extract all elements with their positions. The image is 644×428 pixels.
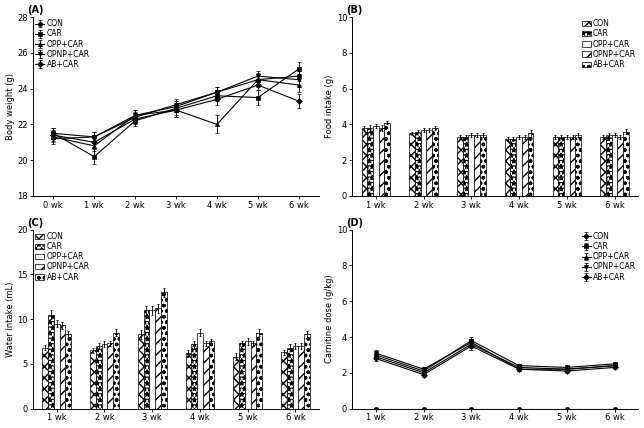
Bar xyxy=(600,137,606,196)
Bar xyxy=(432,128,438,196)
Bar xyxy=(457,137,463,196)
Bar xyxy=(379,128,384,196)
Bar xyxy=(149,310,155,409)
Bar xyxy=(54,324,59,409)
Bar xyxy=(463,137,468,196)
Bar xyxy=(553,137,558,196)
Bar xyxy=(102,344,108,409)
Bar xyxy=(511,139,516,196)
Bar xyxy=(138,334,144,409)
Bar xyxy=(203,343,209,409)
Bar xyxy=(480,135,486,196)
Text: (D): (D) xyxy=(346,218,363,228)
Bar xyxy=(516,137,522,196)
Bar xyxy=(144,310,149,409)
Bar xyxy=(505,139,511,196)
Text: (C): (C) xyxy=(27,218,43,228)
Bar xyxy=(522,137,527,196)
Bar xyxy=(245,342,251,409)
Bar xyxy=(108,343,113,409)
Bar xyxy=(623,131,629,196)
Legend: CON, CAR, OPP+CAR, OPNP+CAR, AB+CAR: CON, CAR, OPP+CAR, OPNP+CAR, AB+CAR xyxy=(34,18,90,70)
Y-axis label: Water intake (mL): Water intake (mL) xyxy=(6,282,15,357)
Bar xyxy=(384,122,390,196)
Y-axis label: Carnitine dose (g/kg): Carnitine dose (g/kg) xyxy=(325,275,334,363)
Bar xyxy=(239,343,245,409)
Bar xyxy=(606,135,612,196)
Legend: CON, CAR, OPP+CAR, OPNP+CAR, AB+CAR: CON, CAR, OPP+CAR, OPNP+CAR, AB+CAR xyxy=(34,231,90,282)
Bar xyxy=(421,130,426,196)
Bar xyxy=(48,315,54,409)
Y-axis label: Body weight (g): Body weight (g) xyxy=(6,73,15,140)
Bar xyxy=(113,333,118,409)
Bar xyxy=(474,135,480,196)
Bar xyxy=(527,134,533,196)
Bar xyxy=(304,334,310,409)
Bar xyxy=(161,292,167,409)
Bar xyxy=(367,128,373,196)
Text: (B): (B) xyxy=(346,5,363,15)
Bar xyxy=(90,351,96,409)
Bar xyxy=(298,346,304,409)
Bar xyxy=(410,134,415,196)
Text: (A): (A) xyxy=(27,5,44,15)
Bar xyxy=(209,342,214,409)
Bar xyxy=(256,333,262,409)
Bar xyxy=(197,333,203,409)
Bar xyxy=(612,135,618,196)
Bar xyxy=(155,309,161,409)
Bar xyxy=(570,137,576,196)
Bar xyxy=(96,346,102,409)
Bar xyxy=(43,348,48,409)
Bar xyxy=(292,346,298,409)
Bar xyxy=(415,131,421,196)
Bar xyxy=(576,135,581,196)
Y-axis label: Food intake (g): Food intake (g) xyxy=(325,75,334,138)
Bar xyxy=(191,344,197,409)
Bar xyxy=(373,126,379,196)
Bar xyxy=(281,352,287,409)
Bar xyxy=(558,137,564,196)
Bar xyxy=(287,348,292,409)
Bar xyxy=(65,334,71,409)
Bar xyxy=(233,357,239,409)
Bar xyxy=(618,137,623,196)
Bar xyxy=(564,137,570,196)
Legend: CON, CAR, OPP+CAR, OPNP+CAR, AB+CAR: CON, CAR, OPP+CAR, OPNP+CAR, AB+CAR xyxy=(581,18,637,70)
Legend: CON, CAR, OPP+CAR, OPNP+CAR, AB+CAR: CON, CAR, OPP+CAR, OPNP+CAR, AB+CAR xyxy=(581,231,637,282)
Bar xyxy=(468,135,474,196)
Bar xyxy=(361,128,367,196)
Bar xyxy=(426,130,432,196)
Bar xyxy=(185,353,191,409)
Bar xyxy=(251,343,256,409)
Bar xyxy=(59,325,65,409)
